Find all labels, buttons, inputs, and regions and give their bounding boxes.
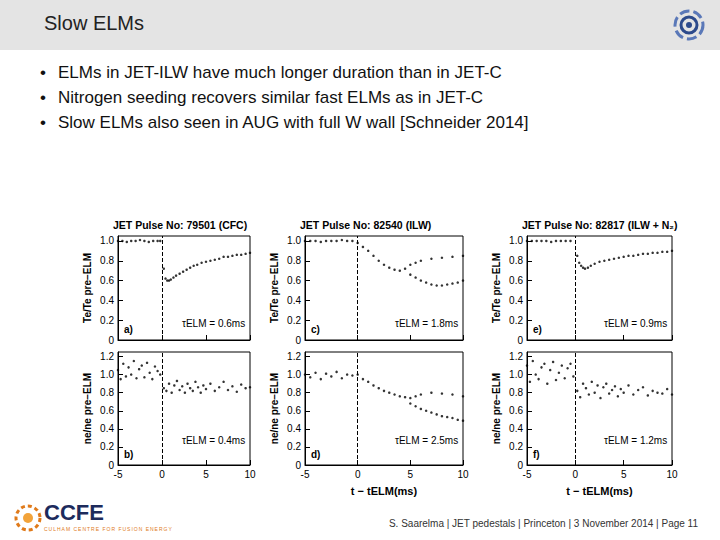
svg-text:10: 10: [457, 469, 469, 480]
svg-text:ne/ne pre−ELM: ne/ne pre−ELM: [269, 373, 280, 444]
svg-text:0.2: 0.2: [287, 315, 301, 326]
svg-text:τELM = 1.8ms: τELM = 1.8ms: [395, 318, 458, 329]
svg-text:1.0: 1.0: [100, 369, 114, 380]
svg-text:0.8: 0.8: [287, 255, 301, 266]
svg-text:0: 0: [295, 459, 301, 471]
svg-text:5: 5: [621, 469, 627, 480]
svg-text:0.6: 0.6: [509, 275, 523, 286]
svg-text:d): d): [311, 449, 320, 460]
svg-text:1.0: 1.0: [287, 235, 301, 246]
svg-text:0.2: 0.2: [100, 441, 114, 452]
svg-text:t − tELM(ms): t − tELM(ms): [566, 485, 633, 497]
svg-text:τELM = 0.4ms: τELM = 0.4ms: [182, 435, 245, 446]
svg-text:Te/Te pre−ELM: Te/Te pre−ELM: [491, 253, 502, 323]
svg-text:-5: -5: [114, 469, 123, 480]
html-text:S. Saarelma | JET pedestals |: S. Saarelma | JET pedestals | Princeton …: [388, 518, 698, 529]
svg-text:c): c): [311, 324, 320, 335]
svg-text:0.2: 0.2: [287, 441, 301, 452]
svg-text:1.0: 1.0: [509, 369, 523, 380]
svg-text:τELM = 2.5ms: τELM = 2.5ms: [395, 435, 458, 446]
svg-text:1.0: 1.0: [509, 235, 523, 246]
svg-text:0.2: 0.2: [509, 315, 523, 326]
html-text:ELMs in JET-ILW have much long: ELMs in JET-ILW have much longer duratio…: [58, 63, 502, 82]
svg-text:0.4: 0.4: [509, 295, 523, 306]
svg-text:0: 0: [573, 469, 579, 480]
html-text:Slow ELMs: Slow ELMs: [44, 12, 144, 34]
svg-text:0.2: 0.2: [100, 315, 114, 326]
svg-text:0.8: 0.8: [509, 255, 523, 266]
svg-text:0.4: 0.4: [100, 295, 114, 306]
svg-text:0: 0: [108, 335, 114, 346]
svg-text:e): e): [533, 324, 542, 335]
svg-text:0.2: 0.2: [509, 441, 523, 452]
html-text:CCFE: CCFE: [44, 500, 104, 525]
html-text:CULHAM CENTRE FOR FUSION ENERG: CULHAM CENTRE FOR FUSION ENERGY: [44, 526, 173, 532]
svg-text:0.8: 0.8: [509, 387, 523, 398]
svg-text:b): b): [124, 449, 133, 460]
svg-text:0.6: 0.6: [100, 275, 114, 286]
svg-text:0.4: 0.4: [509, 423, 523, 434]
svg-text:0: 0: [517, 335, 523, 346]
svg-text:τELM = 0.9ms: τELM = 0.9ms: [604, 318, 667, 329]
svg-text:1.0: 1.0: [100, 235, 114, 246]
svg-text:1.2: 1.2: [509, 351, 523, 362]
svg-text:ne/ne pre−ELM: ne/ne pre−ELM: [491, 373, 502, 444]
svg-text:Te/Te pre−ELM: Te/Te pre−ELM: [269, 253, 280, 323]
svg-text:1.0: 1.0: [287, 369, 301, 380]
svg-text:τELM = 1.2ms: τELM = 1.2ms: [604, 435, 667, 446]
svg-text:0: 0: [355, 469, 361, 480]
svg-text:1.2: 1.2: [287, 351, 301, 362]
svg-text:0.6: 0.6: [100, 405, 114, 416]
svg-text:10: 10: [244, 469, 256, 480]
svg-text:0: 0: [159, 469, 165, 480]
svg-text:Te/Te pre−ELM: Te/Te pre−ELM: [82, 253, 93, 323]
svg-text:5: 5: [408, 469, 414, 480]
svg-text:-5: -5: [523, 469, 532, 480]
svg-text:0.8: 0.8: [100, 387, 114, 398]
svg-text:-5: -5: [301, 469, 310, 480]
svg-text:0.4: 0.4: [287, 423, 301, 434]
svg-text:0.8: 0.8: [100, 255, 114, 266]
html-text:Slow ELMs also seen in AUG wit: Slow ELMs also seen in AUG with full W w…: [58, 113, 529, 132]
svg-text:5: 5: [203, 469, 209, 480]
svg-text:JET Pulse No: 82817 (ILW + N₂): JET Pulse No: 82817 (ILW + N₂): [522, 219, 678, 231]
svg-text:0.6: 0.6: [287, 275, 301, 286]
svg-text:0: 0: [517, 459, 523, 471]
svg-text:1.2: 1.2: [100, 351, 114, 362]
svg-text:f): f): [533, 449, 540, 460]
svg-text:0.6: 0.6: [287, 405, 301, 416]
svg-text:0.4: 0.4: [100, 423, 114, 434]
html-text:Nitrogen seeding recovers simi: Nitrogen seeding recovers similar fast E…: [58, 88, 484, 107]
svg-text:0: 0: [295, 335, 301, 346]
svg-text:0.6: 0.6: [509, 405, 523, 416]
svg-text:a): a): [124, 324, 133, 335]
svg-text:ne/ne pre−ELM: ne/ne pre−ELM: [82, 373, 93, 444]
svg-text:0.8: 0.8: [287, 387, 301, 398]
svg-text:τELM = 0.6ms: τELM = 0.6ms: [182, 318, 245, 329]
svg-text:t − tELM(ms): t − tELM(ms): [351, 485, 418, 497]
svg-text:0.4: 0.4: [287, 295, 301, 306]
svg-text:0: 0: [108, 459, 114, 471]
svg-text:JET Pulse No: 79501 (CFC): JET Pulse No: 79501 (CFC): [113, 219, 247, 231]
svg-text:10: 10: [666, 469, 678, 480]
svg-text:JET Pulse No: 82540 (ILW): JET Pulse No: 82540 (ILW): [300, 219, 431, 231]
